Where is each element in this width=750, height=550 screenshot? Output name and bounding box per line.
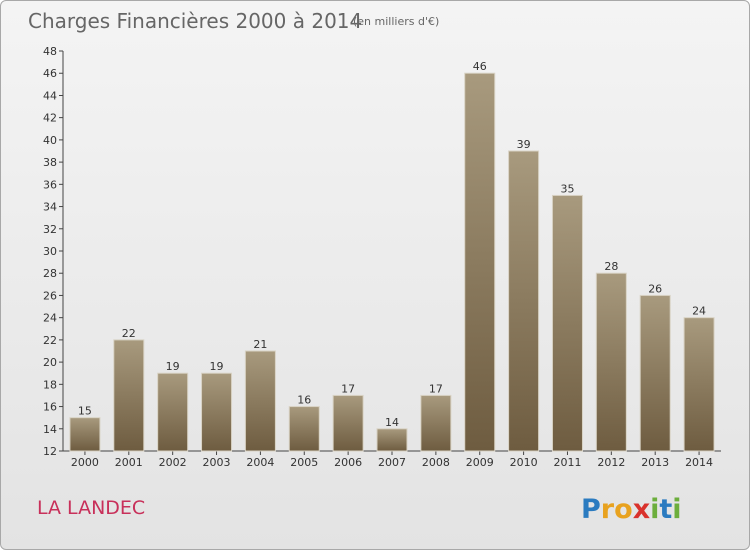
location-name: LA LANDEC (37, 497, 145, 519)
bar-2008 (420, 394, 452, 452)
bar-2002 (157, 372, 189, 452)
logo-letter: r (601, 494, 615, 525)
y-tick-label: 22 (43, 334, 57, 347)
x-tick-label-2009: 2009 (466, 456, 494, 469)
x-tick-label-2004: 2004 (246, 456, 274, 469)
y-tick-label: 46 (43, 67, 57, 80)
x-tick-label-2011: 2011 (553, 456, 581, 469)
value-label-2009: 46 (473, 60, 487, 73)
y-tick-label: 42 (43, 112, 57, 125)
value-label-2011: 35 (560, 182, 574, 195)
logo-letter: x (633, 494, 650, 525)
logo-letter: i (672, 494, 681, 525)
bar-2000 (69, 417, 101, 452)
y-tick-label: 38 (43, 156, 57, 169)
value-label-2002: 19 (166, 360, 180, 373)
x-tick-label-2002: 2002 (159, 456, 187, 469)
value-label-2006: 17 (341, 382, 355, 395)
axes: 12 14 16 18 20 22 24 26 28 30 32 34 36 38 40 42 44 46 48 20… (43, 45, 721, 469)
y-tick-label: 20 (43, 356, 57, 369)
x-tick-label-2014: 2014 (685, 456, 713, 469)
logo-letter: o (614, 494, 633, 525)
logo-letter: t (659, 494, 672, 525)
bar-2005 (288, 406, 320, 452)
bar-2010 (508, 150, 540, 452)
bar-2006 (332, 394, 364, 452)
value-label-2014: 24 (692, 305, 706, 318)
value-label-2000: 15 (78, 405, 92, 418)
proxiti-logo: Proxiti (581, 494, 682, 525)
bar-2014 (683, 317, 715, 452)
x-tick-label-2001: 2001 (115, 456, 143, 469)
y-tick-label: 16 (43, 401, 57, 414)
y-tick-label: 28 (43, 267, 57, 280)
bars: 15 22 19 19 21 16 17 14 17 46 39 35 28 26 24 (69, 60, 715, 452)
y-tick-label: 18 (43, 378, 57, 391)
x-tick-label-2008: 2008 (422, 456, 450, 469)
chart-subtitle: (en milliers d'€) (353, 15, 439, 28)
value-label-2008: 17 (429, 382, 443, 395)
y-tick-label: 44 (43, 89, 57, 102)
bar-2011 (551, 194, 583, 452)
logo-letter: i (650, 494, 659, 525)
y-tick-label: 40 (43, 134, 57, 147)
x-tick-label-2006: 2006 (334, 456, 362, 469)
chart-title: Charges Financières 2000 à 2014 (28, 9, 362, 33)
value-label-2012: 28 (604, 260, 618, 273)
bar-2004 (244, 350, 276, 452)
x-tick-label-2000: 2000 (71, 456, 99, 469)
logo-letter: P (581, 494, 601, 525)
value-label-2001: 22 (122, 327, 136, 340)
value-label-2007: 14 (385, 416, 399, 429)
bar-2001 (113, 339, 145, 452)
x-tick-label-2010: 2010 (510, 456, 538, 469)
value-label-2005: 16 (297, 394, 311, 407)
y-tick-label: 12 (43, 445, 57, 458)
y-tick-label: 34 (43, 201, 57, 214)
value-label-2003: 19 (210, 360, 224, 373)
value-label-2004: 21 (253, 338, 267, 351)
x-tick-label-2005: 2005 (290, 456, 318, 469)
y-tick-label: 14 (43, 423, 57, 436)
bar-2003 (201, 372, 233, 452)
x-tick-label-2013: 2013 (641, 456, 669, 469)
y-tick-label: 36 (43, 178, 57, 191)
x-tick-label-2007: 2007 (378, 456, 406, 469)
value-label-2013: 26 (648, 282, 662, 295)
bar-2007 (376, 428, 408, 452)
value-label-2010: 39 (517, 138, 531, 151)
y-tick-label: 26 (43, 289, 57, 302)
bar-2012 (595, 272, 627, 452)
y-tick-label: 48 (43, 45, 57, 58)
bar-2013 (639, 294, 671, 452)
x-tick-label-2012: 2012 (597, 456, 625, 469)
x-tick-label-2003: 2003 (203, 456, 231, 469)
y-tick-label: 24 (43, 312, 57, 325)
bar-2009 (464, 72, 496, 452)
y-tick-label: 32 (43, 223, 57, 236)
y-tick-label: 30 (43, 245, 57, 258)
